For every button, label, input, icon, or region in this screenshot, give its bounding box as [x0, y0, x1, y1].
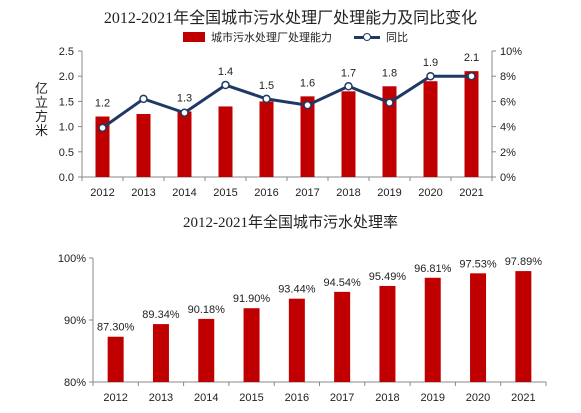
chart2-title: 2012-2021年全国城市污水处理率	[183, 215, 398, 231]
chart2-bar	[107, 336, 124, 382]
chart2-data-label: 94.54%	[323, 277, 361, 289]
chart2-bar	[198, 318, 215, 382]
chart1-line-point	[262, 94, 271, 104]
chart1-xtick-label: 2021	[459, 187, 483, 199]
chart1-y-axis-label: 亿立方米	[35, 81, 49, 138]
chart2-ytick-label: 80%	[64, 377, 86, 389]
chart2-bar	[515, 271, 532, 382]
chart2-data-label: 90.18%	[188, 304, 226, 316]
chart1-bar	[177, 111, 192, 177]
chart2-bar	[334, 291, 351, 382]
chart2-data-label: 93.44%	[278, 284, 316, 296]
chart1-line-point	[221, 80, 230, 90]
legend-line-label: 同比	[386, 32, 408, 44]
chart1-xtick-label: 2018	[336, 187, 360, 199]
chart1-bar	[382, 86, 397, 177]
chart2-xtick-label: 2020	[466, 392, 490, 404]
chart1-xtick-label: 2013	[131, 187, 155, 199]
chart1-y2tick-label: 6%	[500, 96, 516, 108]
chart1-data-label: 1.2	[95, 98, 110, 110]
chart1-ytick-label: 1.5	[59, 96, 74, 108]
chart2-bar	[424, 277, 441, 382]
chart1-line-point	[467, 71, 476, 81]
chart1-data-label: 1.7	[341, 67, 356, 79]
chart1-line-point	[426, 71, 435, 81]
chart1-data-label: 1.5	[259, 80, 274, 92]
chart2-data-label: 97.53%	[459, 258, 497, 270]
chart1-bar	[259, 101, 274, 177]
chart1-y2tick-label: 8%	[500, 71, 516, 83]
chart2-data-label: 87.30%	[97, 322, 135, 334]
chart2-ytick-label: 100%	[58, 253, 86, 265]
chart2-data-label: 96.81%	[414, 263, 452, 275]
chart1-xtick-label: 2019	[377, 187, 401, 199]
chart1-line-point	[344, 82, 353, 91]
chart1-bar	[95, 116, 110, 177]
chart1-ytick-label: 0.5	[59, 147, 74, 159]
chart1-bar	[136, 114, 151, 177]
legend-line-swatch	[354, 32, 380, 42]
chart2-data-label: 97.89%	[505, 256, 543, 268]
chart2-xtick-label: 2018	[375, 392, 399, 404]
chart1-xtick-label: 2020	[418, 187, 442, 199]
chart1-data-label: 1.4	[218, 66, 233, 78]
chart2-xtick-label: 2019	[421, 392, 445, 404]
chart1-xtick-label: 2015	[213, 187, 237, 199]
chart2-ytick-label: 90%	[64, 315, 86, 327]
chart1-plot: 0.0 0.5 1.0 1.5 2.0 2.5 0% 2% 4% 6% 8% 10% 2012 2013 2…	[59, 46, 523, 199]
chart1-line-series	[101, 74, 472, 130]
chart1-data-label: 1.9	[423, 57, 438, 69]
chart1-legend: 城市污水处理厂处理能力 同比	[183, 29, 408, 45]
chart1-bar	[300, 96, 315, 177]
chart2-bar	[379, 285, 396, 382]
chart1-xtick-label: 2017	[295, 187, 319, 199]
chart1-ytick-label: 1.0	[59, 122, 74, 134]
chart1-line-point	[98, 123, 107, 133]
chart2-bar	[288, 298, 305, 382]
chart1-xtick-label: 2016	[254, 187, 278, 199]
legend-bar-swatch	[183, 32, 205, 42]
chart2-bar	[243, 308, 260, 382]
chart1-data-label: 1.3	[177, 92, 192, 104]
chart2-data-label: 91.90%	[233, 293, 271, 305]
chart1-ytick-label: 2.5	[59, 46, 74, 58]
chart1-bar	[218, 106, 233, 177]
chart2-xtick-label: 2012	[103, 392, 127, 404]
chart1-bar	[464, 71, 479, 177]
chart2-data-label: 89.34%	[142, 309, 180, 321]
chart2-xtick-label: 2016	[285, 392, 309, 404]
chart2-xtick-label: 2021	[511, 392, 535, 404]
chart2-xtick-label: 2013	[149, 392, 173, 404]
chart2-xtick-label: 2015	[239, 392, 263, 404]
chart1-title: 2012-2021年全国城市污水处理厂处理能力及同比变化	[103, 10, 478, 27]
chart1-bar	[341, 91, 356, 177]
chart1-line-point	[385, 98, 394, 107]
chart2-xtick-label: 2017	[330, 392, 354, 404]
chart1-line-point	[303, 100, 312, 110]
chart1-bar	[423, 81, 438, 177]
legend-bar-label: 城市污水处理厂处理能力	[211, 32, 332, 44]
chart1-line-point	[180, 108, 189, 117]
chart1-data-label: 1.8	[382, 67, 397, 79]
chart1-y2tick-label: 10%	[500, 46, 522, 58]
chart2-bar	[152, 324, 169, 382]
chart1-y2tick-label: 2%	[500, 147, 516, 159]
chart1-xtick-label: 2012	[90, 187, 114, 199]
chart2-bar	[470, 273, 487, 382]
chart1-line-point	[139, 94, 148, 104]
chart1-xtick-label: 2014	[172, 187, 196, 199]
chart1-y2tick-label: 0%	[500, 172, 516, 184]
chart2-data-label: 95.49%	[369, 271, 407, 283]
chart1-ytick-label: 2.0	[59, 71, 74, 83]
chart1-data-label: 1.6	[300, 77, 315, 89]
chart2-xtick-label: 2014	[194, 392, 218, 404]
chart1-ytick-label: 0.0	[59, 172, 74, 184]
chart1-y2tick-label: 4%	[500, 122, 516, 134]
chart1-data-label: 2.1	[464, 52, 479, 64]
